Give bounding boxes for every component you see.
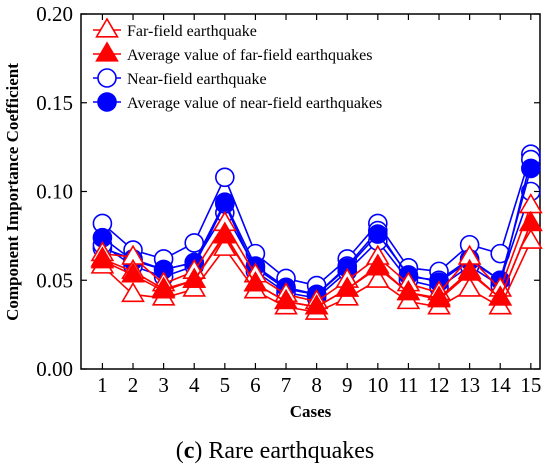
x-tick-label: 8 xyxy=(311,373,322,397)
legend-label: Far-field earthquake xyxy=(127,23,257,40)
legend-marker xyxy=(97,19,118,37)
y-tick-label: 0.10 xyxy=(36,180,73,204)
y-tick-label: 0.05 xyxy=(36,268,73,292)
legend-label: Average value of far-field earthquakes xyxy=(127,47,372,64)
legend: Far-field earthquake Average value of far… xyxy=(93,19,382,112)
y-tick-label: 0.20 xyxy=(36,2,73,26)
x-tick-label: 9 xyxy=(342,373,353,397)
data-point xyxy=(216,168,234,186)
x-tick-label: 10 xyxy=(367,373,388,397)
legend-item: Near-field earthquake xyxy=(93,69,267,88)
x-tick-label: 5 xyxy=(220,373,231,397)
x-tick-label: 7 xyxy=(281,373,292,397)
x-tick-label: 11 xyxy=(398,373,418,397)
data-point xyxy=(459,278,480,296)
data-point xyxy=(522,159,540,177)
caption-text: Rare earthquakes xyxy=(202,438,374,464)
data-point xyxy=(123,283,144,301)
data-point xyxy=(520,230,541,248)
x-axis-title: Cases xyxy=(290,402,332,421)
data-point xyxy=(369,225,387,243)
y-tick-label: 0.15 xyxy=(36,91,73,115)
legend-marker xyxy=(98,69,116,87)
x-tick-label: 14 xyxy=(490,373,512,397)
legend-item: Average value of far-field earthquakes xyxy=(93,43,372,64)
series-layer xyxy=(92,145,541,319)
x-tick-label: 4 xyxy=(189,373,200,397)
data-point xyxy=(216,193,234,211)
x-tick-label: 6 xyxy=(250,373,261,397)
legend-label: Near-field earthquake xyxy=(127,71,267,88)
legend-item: Far-field earthquake xyxy=(93,19,257,40)
x-tick-label: 2 xyxy=(128,373,139,397)
x-tick-label: 12 xyxy=(429,373,450,397)
x-tick-label: 15 xyxy=(520,373,541,397)
y-tick-label: 0.00 xyxy=(36,357,73,381)
legend-item: Average value of near-field earthquakes xyxy=(93,93,382,112)
legend-label: Average value of near-field earthquakes xyxy=(127,95,382,112)
legend-marker xyxy=(97,43,118,61)
caption-letter: c xyxy=(184,438,195,464)
figure-caption: (c) Rare earthquakes xyxy=(0,438,550,465)
x-tick-label: 13 xyxy=(459,373,480,397)
y-axis-title: Component Importance Coefficient xyxy=(3,63,22,321)
x-tick-label: 1 xyxy=(97,373,108,397)
x-tick-label: 3 xyxy=(158,373,169,397)
legend-marker xyxy=(98,93,116,111)
